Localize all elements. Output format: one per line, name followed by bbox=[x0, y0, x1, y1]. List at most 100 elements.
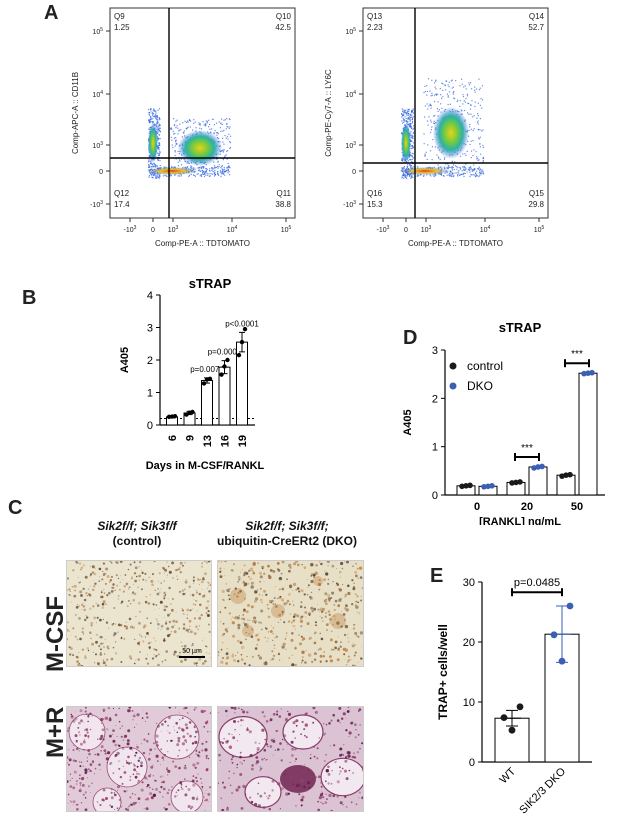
flow-cytometry-plots: Q9 1.25 Q10 42.5 Q12 17.4 Q11 38.8 105 104 103 0 -10… bbox=[71, 7, 549, 248]
quadrant-value-bl: 17.4 bbox=[114, 200, 130, 209]
panel-label-c: C bbox=[8, 497, 23, 519]
chart-d-legend-label: DKO bbox=[467, 379, 493, 393]
flow-ylabel: Comp-APC-A :: CD11B bbox=[71, 72, 80, 154]
chart-e-trap-cells: 0 10 20 30 TRAP+ cells/well WT SIK2/3 DKO p=0.0… bbox=[436, 577, 592, 816]
chart-b-point bbox=[219, 372, 224, 377]
chart-e-point bbox=[550, 631, 558, 639]
quadrant-name-bl: Q16 bbox=[367, 189, 383, 198]
chart-e-point bbox=[516, 703, 524, 711]
chart-b-ylabel: A405 bbox=[120, 347, 131, 373]
x-tick-label: -103 bbox=[124, 225, 137, 234]
genotype-dko-line1: Sik2f/f; Sik3f/f; bbox=[245, 519, 329, 533]
quadrant-name-bl: Q12 bbox=[114, 189, 130, 198]
y-tick-label: 103 bbox=[345, 141, 356, 150]
chart-b-point bbox=[201, 381, 207, 386]
chart-d-point bbox=[539, 463, 545, 470]
chart-b-point bbox=[172, 414, 178, 419]
chart-d-point bbox=[567, 471, 573, 478]
chart-e-y-tick-label: 30 bbox=[463, 577, 475, 589]
y-tick-label: 105 bbox=[345, 27, 356, 36]
chart-b-x-tick-label: 16 bbox=[220, 435, 232, 447]
micrograph-dko-mr bbox=[217, 706, 364, 812]
chart-b-pvalue: p=0.0007 bbox=[208, 348, 242, 357]
genotype-control-line2: (control) bbox=[112, 534, 162, 548]
y-tick-label: 105 bbox=[92, 27, 103, 36]
micrograph-dko-mcsf bbox=[217, 560, 364, 667]
chart-d-point bbox=[467, 482, 473, 489]
chart-e-point bbox=[500, 714, 508, 721]
x-tick-label: 103 bbox=[421, 225, 432, 234]
chart-e-pvalue: p=0.0485 bbox=[514, 577, 560, 589]
chart-b-point bbox=[207, 376, 213, 382]
chart-e-point bbox=[558, 657, 566, 665]
chart-d-sig-label: *** bbox=[571, 349, 583, 360]
chart-d-legend-marker bbox=[449, 362, 457, 370]
chart-e-x-tick-label: SIK2/3 DKO bbox=[517, 765, 568, 816]
chart-b-bar bbox=[201, 379, 213, 426]
y-tick-label: 103 bbox=[92, 141, 103, 150]
chart-d-title: sTRAP bbox=[499, 320, 542, 335]
quadrant-name-tl: Q9 bbox=[114, 12, 125, 21]
chart-d-ylabel: A405 bbox=[402, 409, 414, 435]
chart-d-sig-label: *** bbox=[521, 443, 533, 454]
y-tick-label: -103 bbox=[90, 200, 103, 209]
x-tick-label: 104 bbox=[227, 225, 238, 234]
quadrant-value-br: 38.8 bbox=[275, 200, 291, 209]
chart-e-y-tick-label: 20 bbox=[463, 637, 475, 649]
genotype-dko-line2: ubiquitin-CreERt2 (DKO) bbox=[217, 534, 357, 548]
chart-b-y-tick-label: 4 bbox=[147, 290, 153, 302]
chart-d-x-tick-label: 0 bbox=[474, 501, 480, 513]
chart-b-point bbox=[236, 352, 242, 358]
quadrant-value-tr: 42.5 bbox=[275, 23, 291, 32]
chart-b-point bbox=[239, 339, 245, 345]
genotype-control-line1: Sik2f/f; Sik3f/f bbox=[97, 519, 177, 533]
panel-label-d: D bbox=[403, 327, 418, 349]
quadrant-value-tr: 52.7 bbox=[528, 23, 544, 32]
chart-d-y-tick-label: 3 bbox=[432, 345, 438, 357]
genotype-label-control: Sik2f/f; Sik3f/f (control) bbox=[62, 519, 212, 549]
chart-b-point bbox=[242, 326, 248, 332]
chart-b-xlabel: Days in M-CSF/RANKL bbox=[146, 460, 265, 472]
chart-e-point bbox=[566, 602, 574, 610]
flow-density bbox=[399, 78, 485, 180]
chart-d-y-tick-label: 0 bbox=[432, 490, 438, 502]
chart-b-point bbox=[190, 409, 195, 415]
panel-label-a: A bbox=[44, 2, 59, 24]
chart-d-x-tick-label: 50 bbox=[571, 501, 583, 513]
quadrant-name-tr: Q10 bbox=[276, 12, 292, 21]
chart-b-point bbox=[225, 357, 230, 363]
quadrant-value-br: 29.8 bbox=[528, 200, 544, 209]
flow-ylabel: Comp-PE-Cy7-A :: LY6C bbox=[324, 69, 333, 157]
chart-b-y-tick-label: 3 bbox=[147, 323, 153, 335]
chart-d-bar bbox=[578, 372, 598, 496]
chart-d-y-tick-label: 2 bbox=[432, 393, 438, 405]
y-tick-label: -103 bbox=[343, 200, 356, 209]
chart-d-x-tick-label: 20 bbox=[521, 501, 533, 513]
flow-xlabel: Comp-PE-A :: TDTOMATO bbox=[408, 239, 503, 248]
flow-plot-cd11b: Q9 1.25 Q10 42.5 Q12 17.4 Q11 38.8 105 104 103 0 -10… bbox=[71, 7, 296, 248]
chart-d-xlabel: [RANKL] ng/mL bbox=[479, 516, 561, 525]
quadrant-value-bl: 15.3 bbox=[367, 200, 383, 209]
micrograph-control-mr bbox=[66, 706, 212, 812]
chart-d-point bbox=[489, 483, 495, 489]
flow-xlabel: Comp-PE-A :: TDTOMATO bbox=[155, 239, 250, 248]
y-tick-label: 0 bbox=[352, 169, 356, 176]
quadrant-value-tl: 2.23 bbox=[367, 23, 383, 32]
chart-b-y-tick-label: 0 bbox=[147, 420, 153, 432]
micrograph-control-mcsf: 50 µm bbox=[66, 560, 212, 667]
chart-d-y-tick-label: 1 bbox=[432, 442, 438, 454]
x-tick-label: -103 bbox=[377, 225, 390, 234]
scale-bar-label: 50 µm bbox=[182, 648, 202, 655]
genotype-label-dko: Sik2f/f; Sik3f/f; ubiquitin-CreERt2 (DKO… bbox=[212, 519, 362, 549]
x-tick-label: 105 bbox=[534, 225, 545, 234]
quadrant-name-tl: Q13 bbox=[367, 12, 383, 21]
x-tick-label: 105 bbox=[281, 225, 292, 234]
chart-b-pvalue: p=0.0074 bbox=[190, 365, 224, 374]
chart-d-legend-label: control bbox=[467, 359, 503, 373]
chart-b-strap-days: sTRAP 0 1 2 3 4 A405 6 9 p=0.0074 13 p=0.0007 16 p<0.… bbox=[120, 276, 265, 472]
quadrant-name-br: Q15 bbox=[529, 189, 545, 198]
quadrant-name-br: Q11 bbox=[276, 189, 291, 198]
panel-label-b: B bbox=[22, 287, 37, 309]
flow-density bbox=[146, 108, 232, 179]
x-tick-label: 0 bbox=[404, 227, 408, 234]
